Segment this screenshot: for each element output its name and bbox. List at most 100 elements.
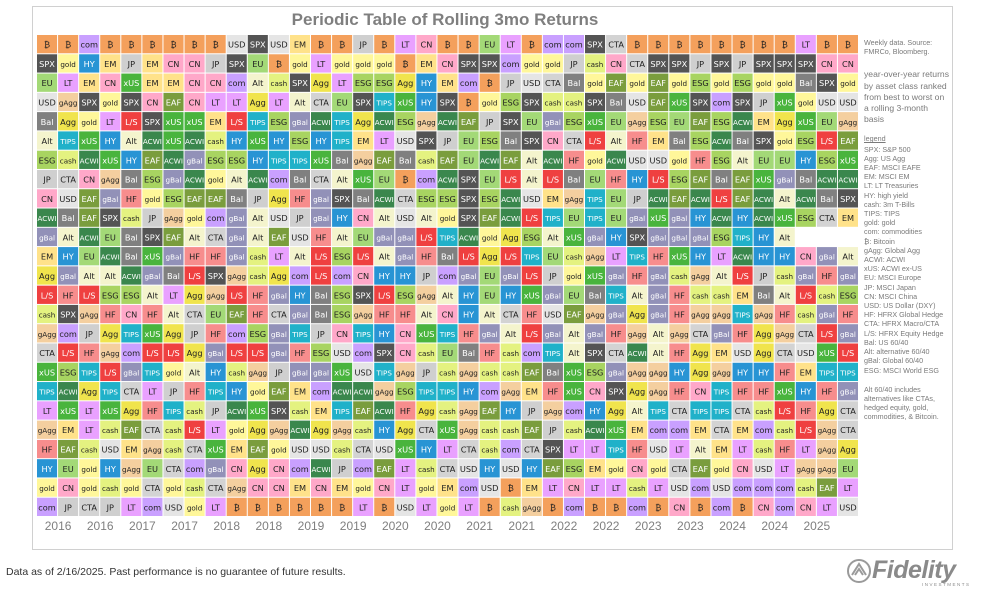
cell [142,131,163,150]
cell [732,92,753,112]
cell-label: EU [463,155,474,165]
cell-label: gBal [629,214,645,223]
cell [100,227,121,247]
cell [395,285,416,304]
cell [289,439,310,459]
cell-label: HY [463,387,475,397]
cell-label: LT [401,483,410,493]
cell [753,266,774,285]
cell-label: HF [632,271,643,281]
cell [311,266,332,285]
cell-label: CTA [840,406,856,416]
cell [795,169,816,189]
cell-label: Bal [41,117,54,127]
cell [711,478,732,497]
cell [58,497,79,516]
cell [458,131,479,150]
cell-label: gold [208,176,224,185]
cell-label: ₿ [149,40,155,50]
cell-label: HY [210,367,222,377]
cell-label: TIPS [544,349,561,358]
cell [648,362,669,382]
cell [606,401,627,420]
cell-label: Alt [568,348,580,358]
cell-label: Alt [41,136,53,146]
cell [521,169,542,189]
cell [816,382,837,401]
cell [353,459,374,478]
x-tick-label: 2021 [466,519,493,533]
cell-label: TIPS [144,368,161,377]
cell-label: HY [758,252,770,262]
cell [184,73,205,92]
cell-label: CTA [798,329,814,339]
cell-label: gAgg [544,407,563,416]
cell [585,54,606,73]
cell [121,35,142,54]
cell [627,420,648,439]
cell [521,478,542,497]
cell-label: TIPS [80,368,97,377]
cell [37,169,58,189]
cell-label: EU [105,232,116,242]
cell [648,382,669,401]
cell-label: gBal [671,233,687,242]
cell [606,189,627,208]
cell [732,131,753,150]
cell [416,362,437,382]
cell-label: EAF [672,194,688,204]
cell [711,247,732,266]
cell-label: gBal [166,253,182,262]
cell-label: LT [802,445,811,455]
cell-label: ₿ [487,78,493,88]
cell [268,497,289,516]
cell [479,150,500,169]
cell-label: TIPS [291,156,308,165]
cell-label: gold [440,214,456,223]
cell [374,304,395,324]
cell-label: EAF [693,464,709,474]
cell-label: HF [674,348,685,358]
cell [690,478,711,497]
cell-label: gBal [840,330,856,339]
cell-label: ACWI [80,156,99,165]
cell [289,266,310,285]
cell-label: gBal [587,233,603,242]
cell-label: USD [38,97,56,107]
legend-item: EAF: MSCI EAFE [864,163,921,173]
cell [816,497,837,516]
cell-label: ₿ [782,40,788,50]
cell-label: ACWI [712,137,731,146]
legend-item: gBal: Global 60/40 [864,356,924,366]
cell [332,131,353,150]
cell-label: Agg [840,445,856,455]
cell [100,208,121,227]
cell [353,150,374,169]
cell [100,73,121,92]
cell [395,35,416,54]
cell [58,35,79,54]
cell [37,266,58,285]
cell [79,382,100,401]
cell [247,150,268,169]
cell-label: com [439,271,457,281]
cell [542,324,563,343]
cell-label: ESG [292,136,309,146]
cell-label: xUS [397,445,413,455]
cell-label: L/S [504,252,517,262]
cell-label: L/S [146,348,159,358]
cell [395,150,416,169]
cell-label: cash [481,426,498,435]
cell-label: ACWI [375,118,394,127]
cell [79,478,100,497]
cell [690,382,711,401]
cell [374,497,395,516]
cell-label: Bal [125,175,138,185]
cell-label: gBal [819,311,835,320]
cell-label: L/S [252,348,265,358]
cell-label: ₿ [381,502,387,512]
cell [289,382,310,401]
cell [479,401,500,420]
cell-label: ESG [271,117,288,127]
cell-label: Alt [189,367,201,377]
